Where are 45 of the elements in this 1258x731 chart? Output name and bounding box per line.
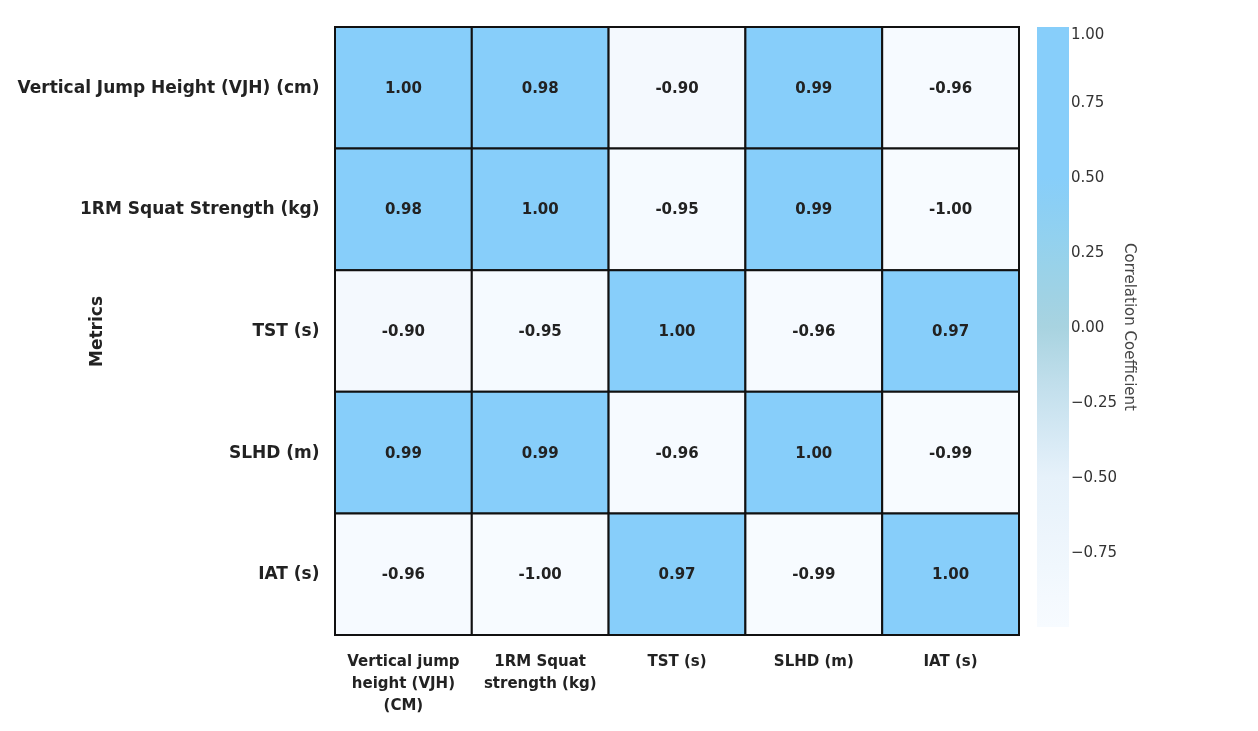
data-label: 1.00	[521, 200, 559, 219]
y-tick-label: Vertical Jump Height (VJH) (cm)	[17, 76, 320, 97]
data-label: -0.96	[655, 443, 699, 462]
data-label: 0.99	[795, 78, 833, 97]
data-label: -0.95	[518, 322, 562, 340]
y-tick-label: TST (s)	[252, 320, 320, 340]
data-label: -0.99	[928, 443, 973, 462]
data-label: -0.96	[792, 322, 836, 340]
y-axis-title: Metrics	[85, 296, 106, 367]
data-label: 0.99	[795, 200, 833, 219]
color-bar-label: 0.00	[1071, 318, 1105, 336]
data-label: 1.00	[932, 565, 970, 584]
data-label: 0.99	[521, 443, 559, 462]
color-bar-label: 1.00	[1071, 25, 1105, 43]
data-label: 0.98	[384, 200, 422, 219]
color-bar-label: 0.75	[1071, 93, 1105, 111]
data-label: 0.97	[932, 322, 970, 340]
y-tick-label: SLHD (m)	[228, 441, 320, 462]
data-label: -0.99	[792, 565, 836, 584]
x-tick-label: SLHD (m)	[773, 651, 854, 670]
data-label: -0.96	[381, 565, 426, 584]
color-bar-title: Correlation Coefficient	[1121, 243, 1139, 412]
data-label: 1.00	[795, 443, 833, 462]
data-label: -0.90	[381, 322, 426, 340]
color-bar-label: −0.50	[1071, 468, 1117, 486]
data-label: 0.97	[658, 565, 696, 584]
y-tick-label: IAT (s)	[258, 563, 320, 584]
data-label: 1.00	[384, 78, 422, 97]
data-label: -0.96	[928, 78, 973, 97]
data-label: -0.90	[655, 78, 699, 97]
data-label: -1.00	[928, 200, 973, 219]
x-tick-label: IAT (s)	[923, 651, 978, 670]
data-label: 1.00	[658, 322, 696, 340]
x-tick-label: 1RM Squat strength (kg)	[483, 651, 597, 692]
data-label: -0.95	[655, 200, 699, 219]
x-tick-label: Vertical jump height (VJH) (CM)	[347, 651, 460, 714]
data-label: -1.00	[518, 565, 562, 584]
data-label: 0.98	[521, 78, 559, 97]
color-bar-label: 0.50	[1071, 168, 1105, 186]
color-bar-label: −0.75	[1071, 543, 1117, 561]
data-label: 0.99	[384, 443, 422, 462]
y-tick-label: 1RM Squat Strength (kg)	[79, 198, 320, 219]
color-bar-label: −0.25	[1071, 393, 1117, 411]
x-tick-label: TST (s)	[647, 651, 707, 670]
color-bar-label: 0.25	[1071, 243, 1105, 261]
